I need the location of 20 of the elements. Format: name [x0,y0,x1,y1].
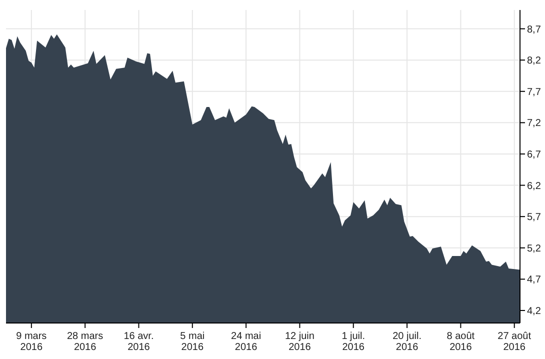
y-tick-label: 4,7 [527,274,542,286]
y-tick-label: 4,2 [527,306,542,317]
x-tick-label: 9 mars 2016 [16,331,47,353]
x-tick-label: 27 août 2016 [498,331,532,353]
y-tick-label: 7,7 [527,86,542,98]
x-tick-label: 20 juil. 2016 [392,331,422,353]
y-tick-label: 8,7 [527,24,542,36]
x-tick-label: 8 août 2016 [446,331,475,353]
y-tick-label: 6,2 [527,180,542,192]
y-tick-label: 5,2 [527,243,542,254]
x-tick-label: 12 juin 2016 [284,331,314,353]
y-tick-label: 8,2 [527,56,542,67]
y-tick-label: 5,7 [527,212,542,224]
y-tick-label: 6,7 [527,149,542,160]
x-tick-label: 5 mai 2016 [180,331,205,353]
x-tick-label: 16 avr. 2016 [124,331,154,353]
x-tick-label: 1 juil. 2016 [342,331,366,353]
x-tick-label: 28 mars 2016 [67,331,104,353]
x-tick-label: 24 mai 2016 [231,331,262,353]
y-tick-label: 7,2 [527,118,542,130]
